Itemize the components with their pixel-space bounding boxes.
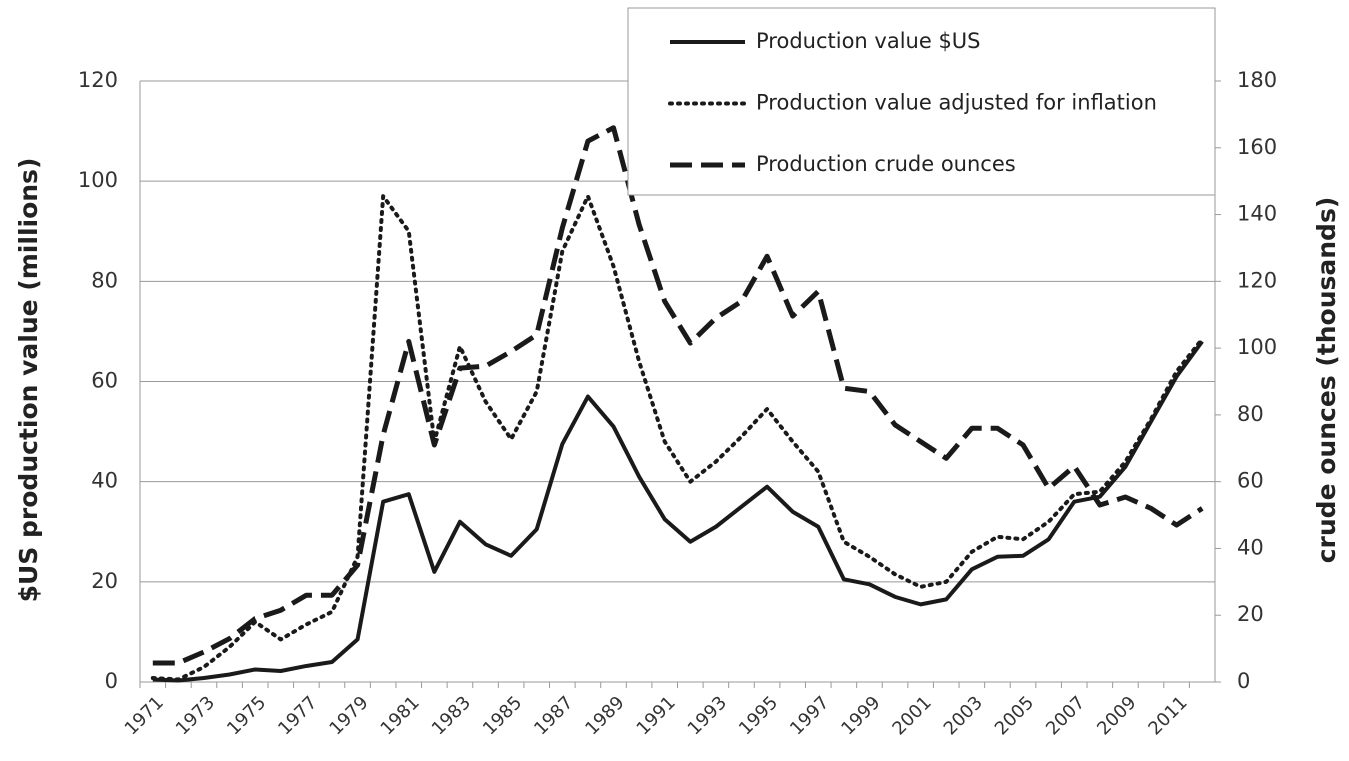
legend-label: Production value adjusted for inflation — [756, 91, 1157, 115]
y2-tick-label: 0 — [1237, 669, 1250, 693]
x-tick-label: 1981 — [377, 692, 424, 739]
y-tick-label: 0 — [105, 669, 118, 693]
y2-tick-label: 160 — [1237, 135, 1277, 159]
x-tick-label: 1993 — [684, 692, 731, 739]
x-tick-label: 2005 — [991, 692, 1038, 739]
line-series — [150, 194, 1205, 682]
y-tick-label: 80 — [91, 268, 118, 292]
x-tick-label: 1991 — [633, 692, 680, 739]
y2-tick-label: 20 — [1237, 602, 1264, 626]
legend-label: Production crude ounces — [756, 152, 1016, 176]
x-tick-label: 1977 — [274, 692, 321, 739]
y-tick-label: 100 — [78, 168, 118, 192]
y-tick-label: 40 — [91, 469, 118, 493]
x-tick-label: 1989 — [581, 692, 628, 739]
y2-tick-label: 40 — [1237, 535, 1264, 559]
x-tick-label: 1997 — [786, 692, 833, 739]
x-tick-label: 1979 — [325, 692, 372, 739]
x-tick-label: 1999 — [837, 692, 884, 739]
x-tick-label: 1995 — [735, 692, 782, 739]
x-tick-label: 1985 — [479, 692, 526, 739]
legend-box — [627, 7, 1216, 196]
x-tick-label: 1987 — [530, 692, 577, 739]
y2-tick-label: 60 — [1237, 469, 1264, 493]
y-tick-label: 20 — [91, 569, 118, 593]
y2-tick-label: 100 — [1237, 335, 1277, 359]
x-tick-label: 2009 — [1093, 692, 1140, 739]
y-tick-label: 60 — [91, 369, 118, 393]
y2-tick-label: 140 — [1237, 202, 1277, 226]
x-tick-label: 2007 — [1042, 692, 1089, 739]
line-series — [152, 340, 1204, 683]
x-tick-label: 1971 — [121, 692, 168, 739]
x-tick-label: 2001 — [888, 692, 935, 739]
y2-tick-label: 180 — [1237, 68, 1277, 92]
x-tick-label: 1983 — [428, 692, 475, 739]
y2-tick-label: 80 — [1237, 402, 1264, 426]
y-axis-label: $US production value (millions) — [14, 158, 43, 603]
legend-label: Production value $US — [756, 29, 981, 53]
y2-tick-label: 120 — [1237, 268, 1277, 292]
y2-axis-label: crude ounces (thousands) — [1312, 197, 1341, 564]
line-series — [152, 125, 1204, 666]
x-tick-label: 2011 — [1144, 692, 1191, 739]
x-tick-label: 2003 — [940, 692, 987, 739]
x-tick-label: 1973 — [172, 692, 219, 739]
x-tick-label: 1975 — [223, 692, 270, 739]
y-tick-label: 120 — [78, 68, 118, 92]
